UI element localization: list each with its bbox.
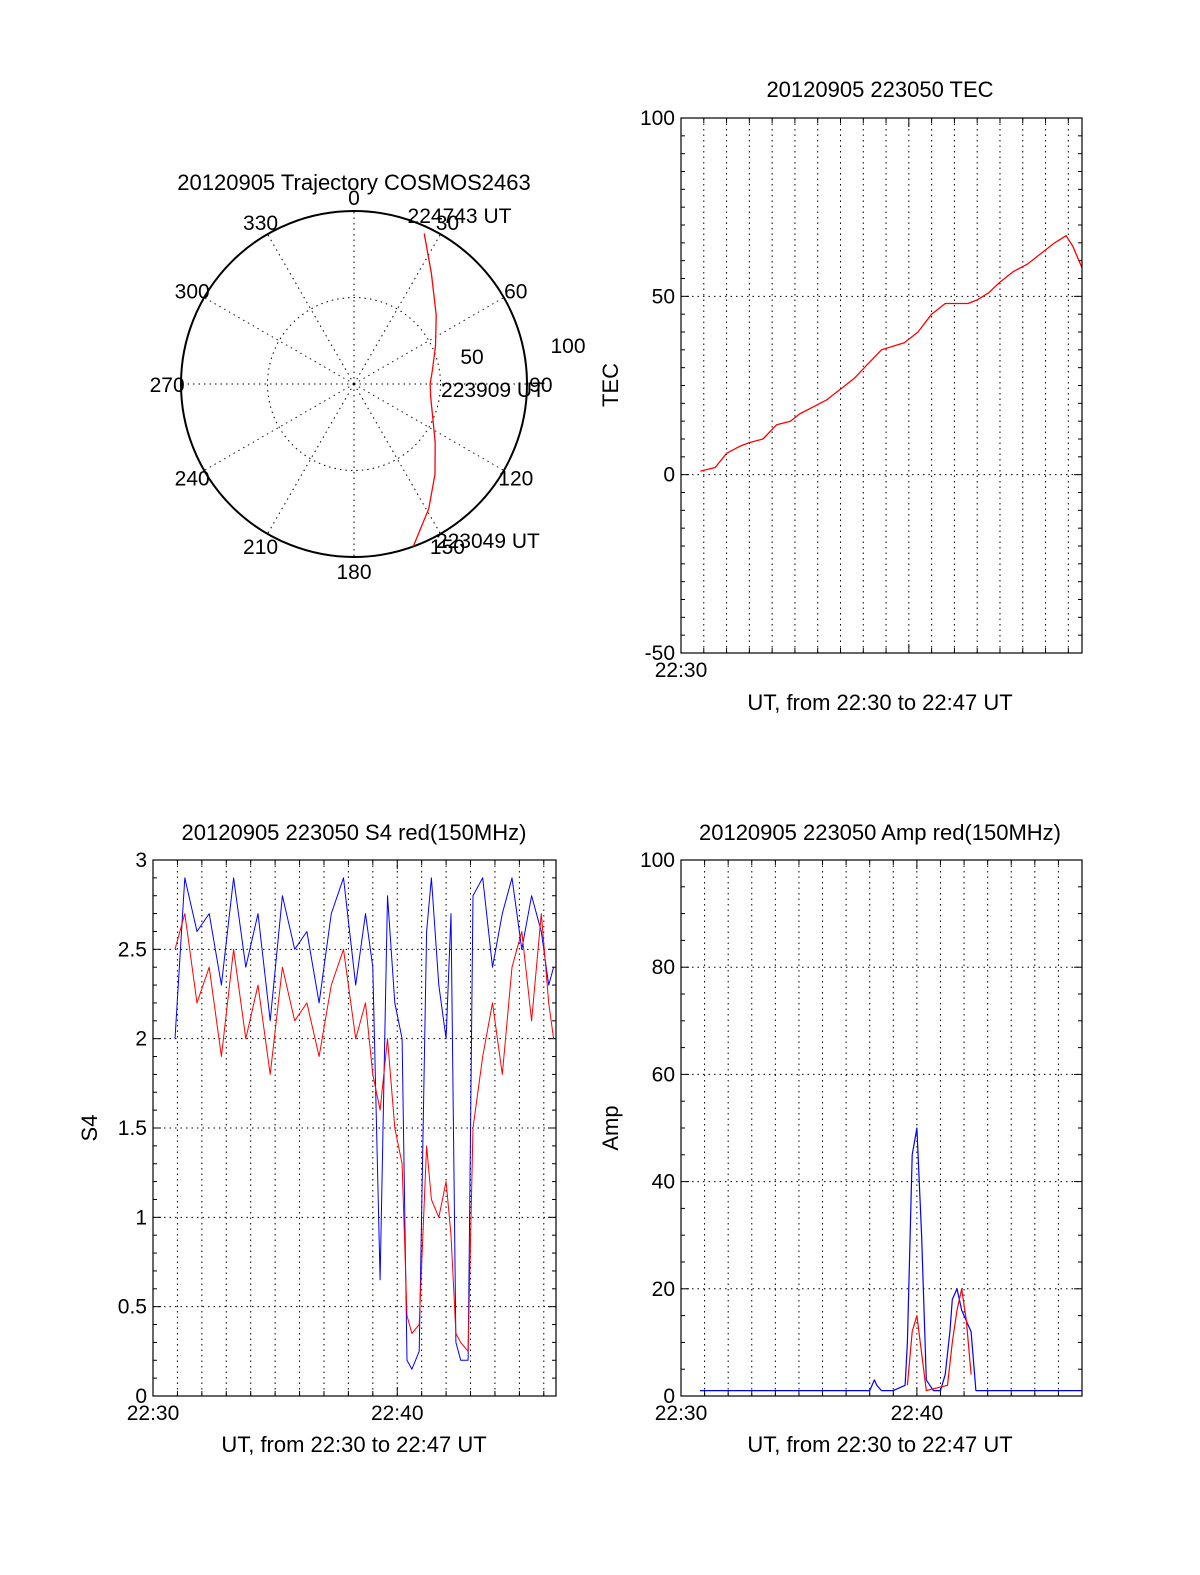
polar-angle-label-180: 180 <box>336 561 371 584</box>
polar-radial-label-100: 100 <box>550 335 585 358</box>
ytick-label-100: 100 <box>640 849 675 872</box>
polar-angle-labels: 0 30 60 90 120 150 180 210 240 270 300 330 50 100 <box>150 187 586 584</box>
ytick-label-80: 80 <box>652 956 675 979</box>
series-line-0 <box>700 235 1083 472</box>
polar-angle-label-60: 60 <box>504 281 527 304</box>
series-line-1 <box>174 913 555 1352</box>
polar-annotation-0: 224743 UT <box>408 205 512 228</box>
series-line-0 <box>699 1127 1082 1392</box>
amp-ylabel: Amp <box>598 1105 623 1150</box>
polar-angle-label-90: 90 <box>529 374 552 397</box>
polar-spoke-30 <box>353 233 441 385</box>
series-line-1 <box>906 1288 972 1392</box>
polar-angle-label-330: 330 <box>243 212 278 235</box>
s4-title: 20120905 223050 S4 red(150MHz) <box>182 820 527 845</box>
xtick-label-2240: 22:40 <box>891 1402 944 1425</box>
xtick-label-2230: 22:30 <box>655 1402 708 1425</box>
polar-angle-label-0: 0 <box>348 187 360 210</box>
polar-angle-label-300: 300 <box>175 281 210 304</box>
tec-plot-area: -50 0 50 100 22:30 <box>640 107 1083 682</box>
ytick-label-0.5: 0.5 <box>118 1296 147 1319</box>
ytick-label-1: 1 <box>135 1206 147 1229</box>
polar-spoke-240 <box>203 383 355 471</box>
polar-angle-label-210: 210 <box>243 536 278 559</box>
ytick-label-2: 2 <box>135 1028 147 1051</box>
ytick-label-40: 40 <box>652 1171 675 1194</box>
plot-frame <box>680 859 1083 1397</box>
polar-title: 20120905 Trajectory COSMOS2463 <box>177 170 530 195</box>
ytick-label--50: -50 <box>645 642 675 665</box>
ytick-label-60: 60 <box>652 1063 675 1086</box>
amp-title: 20120905 223050 Amp red(150MHz) <box>699 820 1061 845</box>
polar-outer-ring <box>180 210 528 558</box>
tec-title: 20120905 223050 TEC <box>766 77 993 102</box>
s4-plot-area: 0 0.5 1 1.5 2 2.5 3 22:30 22:40 <box>118 849 557 1425</box>
polar-annotation-1: 223909 UT <box>441 379 545 402</box>
polar-spoke-330 <box>267 233 355 385</box>
tec-panel: 20120905 223050 TEC -50 0 50 100 22:30 UT, f… <box>598 77 1083 715</box>
xtick-label-2240: 22:40 <box>371 1402 424 1425</box>
s4-panel: 20120905 223050 S4 red(150MHz) 0 0.5 1 1.5 2… <box>77 820 557 1457</box>
ytick-label-0: 0 <box>663 464 675 487</box>
xtick-label-2230: 22:30 <box>127 1402 180 1425</box>
polar-grid-ring-50 <box>267 297 441 471</box>
s4-ylabel: S4 <box>77 1115 102 1142</box>
polar-grid <box>180 210 528 558</box>
ytick-label-50: 50 <box>652 285 675 308</box>
polar-annotations: 224743 UT 223909 UT 223049 UT <box>408 205 546 553</box>
polar-series <box>412 233 437 547</box>
polar-angle-label-30: 30 <box>436 212 459 235</box>
amp-panel: 20120905 223050 Amp red(150MHz) 0 20 40 60 8… <box>598 820 1083 1457</box>
polar-spoke-300 <box>203 297 355 385</box>
plot-frame <box>680 117 1083 654</box>
tec-xlabel: UT, from 22:30 to 22:47 UT <box>747 690 1012 715</box>
series-line-0 <box>174 877 555 1370</box>
ytick-label-100: 100 <box>640 107 675 130</box>
polar-spoke-120 <box>353 383 505 471</box>
polar-spoke-210 <box>267 383 355 535</box>
polar-trajectory-panel: 20120905 Trajectory COSMOS2463 0 30 60 90 12… <box>150 170 586 584</box>
ytick-label-0: 0 <box>135 1385 147 1408</box>
ytick-label-20: 20 <box>652 1278 675 1301</box>
xtick-label-2230: 22:30 <box>655 659 708 682</box>
ytick-label-1.5: 1.5 <box>118 1117 147 1140</box>
polar-trajectory-line <box>412 233 437 547</box>
amp-xlabel: UT, from 22:30 to 22:47 UT <box>747 1432 1012 1457</box>
polar-spoke-60 <box>353 297 505 385</box>
ytick-label-2.5: 2.5 <box>118 938 147 961</box>
polar-angle-label-240: 240 <box>175 467 210 490</box>
s4-xlabel: UT, from 22:30 to 22:47 UT <box>221 1432 486 1457</box>
tec-ylabel: TEC <box>598 363 623 407</box>
polar-annotation-2: 223049 UT <box>436 530 540 553</box>
ytick-label-3: 3 <box>135 849 147 872</box>
polar-angle-label-150: 150 <box>430 536 465 559</box>
polar-spoke-150 <box>353 383 441 535</box>
polar-angle-label-120: 120 <box>498 467 533 490</box>
ytick-label-0: 0 <box>663 1385 675 1408</box>
polar-angle-label-270: 270 <box>150 374 185 397</box>
plot-frame <box>152 859 557 1397</box>
amp-plot-area: 0 20 40 60 80 100 22:30 22:40 <box>640 849 1083 1425</box>
polar-radial-label-50: 50 <box>460 346 483 369</box>
